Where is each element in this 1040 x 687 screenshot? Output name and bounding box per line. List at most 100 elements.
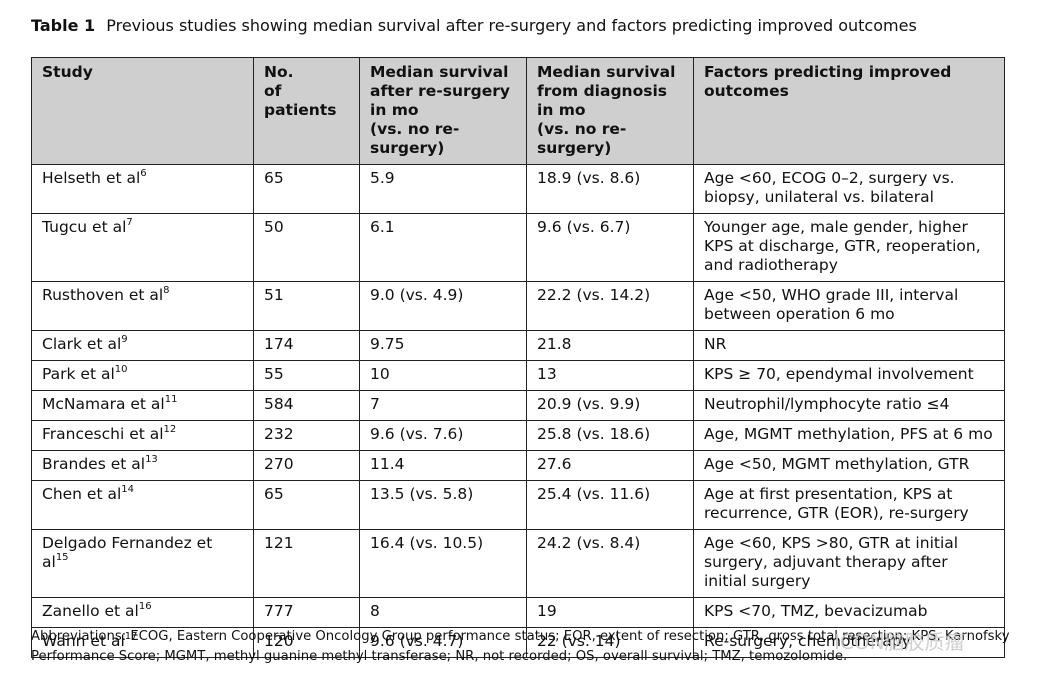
cell-study: Park et al10	[31, 360, 254, 391]
reference-number: 16	[138, 600, 152, 612]
table-row: Chen et al14 65 13.5 (vs. 5.8) 25.4 (vs. 11…	[31, 480, 1005, 530]
cell-study: Franceschi et al12	[31, 420, 254, 451]
cell-study: Helseth et al6	[31, 164, 254, 214]
table-row: Helseth et al6 65 5.9 18.9 (vs. 8.6) Age <60…	[31, 164, 1005, 214]
cell-survival-after: 9.6 (vs. 7.6)	[359, 420, 527, 451]
cell-study: Chen et al14	[31, 480, 254, 530]
header-factors: Factors predicting improved outcomes	[693, 57, 1005, 165]
cell-survival-diagnosis: 9.6 (vs. 6.7)	[526, 213, 694, 282]
cell-patients: 120	[253, 627, 360, 658]
cell-survival-after: 16.4 (vs. 10.5)	[359, 529, 527, 598]
study-name: Tugcu et al	[42, 218, 127, 236]
table-row: Franceschi et al12 232 9.6 (vs. 7.6) 25.8 (…	[31, 420, 1005, 451]
cell-survival-diagnosis: 25.8 (vs. 18.6)	[526, 420, 694, 451]
cell-patients: 584	[253, 390, 360, 421]
header-survival-after-resurgery: Median survival after re-surgery in mo (…	[359, 57, 527, 165]
cell-study: McNamara et al11	[31, 390, 254, 421]
cell-study: Tugcu et al7	[31, 213, 254, 282]
study-name: Franceschi et al	[42, 425, 164, 443]
reference-number: 15	[55, 551, 69, 563]
reference-number: 12	[163, 423, 177, 435]
table-body: Helseth et al6 65 5.9 18.9 (vs. 8.6) Age <60…	[31, 164, 1005, 658]
reference-number: 13	[145, 453, 158, 465]
cell-study: Delgado Fernandez et al15	[31, 529, 254, 598]
table-row: Wann et al17 120 9.6 (vs. 4.7) 22 (vs. 14) R…	[31, 627, 1005, 658]
cell-survival-after: 10	[359, 360, 527, 391]
cell-study: Rusthoven et al8	[31, 281, 254, 331]
header-survival-from-diagnosis: Median survival from diagnosis in mo (vs…	[526, 57, 694, 165]
study-name: Delgado Fernandez et al	[42, 534, 213, 571]
cell-factors: Age, MGMT methylation, PFS at 6 mo	[693, 420, 1005, 451]
table-row: Zanello et al16 777 8 19 KPS <70, TMZ, bevac…	[31, 597, 1005, 628]
cell-study: Clark et al9	[31, 330, 254, 361]
cell-survival-after: 9.6 (vs. 4.7)	[359, 627, 527, 658]
header-study: Study	[31, 57, 254, 165]
cell-patients: 270	[253, 450, 360, 481]
cell-study: Zanello et al16	[31, 597, 254, 628]
cell-survival-after: 9.0 (vs. 4.9)	[359, 281, 527, 331]
cell-survival-diagnosis: 24.2 (vs. 8.4)	[526, 529, 694, 598]
cell-factors: Younger age, male gender, higher KPS at …	[693, 213, 1005, 282]
reference-number: 11	[164, 393, 178, 405]
reference-number: 7	[126, 216, 133, 228]
cell-survival-after: 8	[359, 597, 527, 628]
table-row: Park et al10 55 10 13 KPS ≥ 70, ependymal in…	[31, 360, 1005, 391]
cell-survival-diagnosis: 27.6	[526, 450, 694, 481]
cell-survival-after: 5.9	[359, 164, 527, 214]
cell-survival-after: 11.4	[359, 450, 527, 481]
study-name: Park et al	[42, 365, 115, 383]
cell-survival-diagnosis: 20.9 (vs. 9.9)	[526, 390, 694, 421]
cell-patients: 65	[253, 480, 360, 530]
cell-survival-after: 9.75	[359, 330, 527, 361]
study-name: Chen et al	[42, 485, 122, 503]
table-row: McNamara et al11 584 7 20.9 (vs. 9.9) Neutro…	[31, 390, 1005, 421]
cell-factors: NR	[693, 330, 1005, 361]
table-row: Brandes et al13 270 11.4 27.6 Age <50, MGMT …	[31, 450, 1005, 481]
cell-survival-diagnosis: 22 (vs. 14)	[526, 627, 694, 658]
cell-survival-diagnosis: 18.9 (vs. 8.6)	[526, 164, 694, 214]
cell-study: Wann et al17	[31, 627, 254, 658]
cell-survival-after: 13.5 (vs. 5.8)	[359, 480, 527, 530]
study-name: Zanello et al	[42, 602, 139, 620]
cell-survival-after: 6.1	[359, 213, 527, 282]
cell-factors: KPS ≥ 70, ependymal involvement	[693, 360, 1005, 391]
table-caption: Table 1 Previous studies showing median …	[31, 16, 917, 35]
cell-survival-diagnosis: 13	[526, 360, 694, 391]
cell-factors: Neutrophil/lymphocyte ratio ≤4	[693, 390, 1005, 421]
table-caption-text: Previous studies showing median survival…	[106, 16, 917, 35]
cell-survival-diagnosis: 25.4 (vs. 11.6)	[526, 480, 694, 530]
studies-table: Study No. of patients Median survival af…	[31, 57, 1005, 658]
cell-survival-diagnosis: 22.2 (vs. 14.2)	[526, 281, 694, 331]
cell-patients: 121	[253, 529, 360, 598]
cell-factors: Age <50, WHO grade III, interval between…	[693, 281, 1005, 331]
reference-number: 10	[114, 363, 128, 375]
reference-number: 9	[121, 333, 128, 345]
cell-factors: Age <60, ECOG 0–2, surgery vs. biopsy, u…	[693, 164, 1005, 214]
study-name: Wann et al	[42, 632, 125, 650]
cell-patients: 174	[253, 330, 360, 361]
study-name: Helseth et al	[42, 169, 141, 187]
table-row: Delgado Fernandez et al15 121 16.4 (vs. 10…	[31, 529, 1005, 598]
header-patients: No. of patients	[253, 57, 360, 165]
table-label: Table 1	[31, 16, 96, 35]
cell-survival-after: 7	[359, 390, 527, 421]
study-name: Clark et al	[42, 335, 122, 353]
cell-survival-diagnosis: 19	[526, 597, 694, 628]
reference-number: 6	[140, 167, 147, 179]
study-name: McNamara et al	[42, 395, 165, 413]
cell-factors: Age <60, KPS >80, GTR at initial surgery…	[693, 529, 1005, 598]
cell-patients: 51	[253, 281, 360, 331]
cell-study: Brandes et al13	[31, 450, 254, 481]
cell-patients: 232	[253, 420, 360, 451]
cell-patients: 50	[253, 213, 360, 282]
study-name: Brandes et al	[42, 455, 146, 473]
cell-factors: KPS <70, TMZ, bevacizumab	[693, 597, 1005, 628]
table-header-row: Study No. of patients Median survival af…	[31, 57, 1005, 165]
reference-number: 17	[124, 630, 138, 642]
cell-factors: Age at first presentation, KPS at recurr…	[693, 480, 1005, 530]
table-row: Tugcu et al7 50 6.1 9.6 (vs. 6.7) Younger ag…	[31, 213, 1005, 282]
abbreviations-footnote: Abbreviations: ECOG, Eastern Cooperative…	[31, 629, 1010, 664]
cell-factors: Age <50, MGMT methylation, GTR	[693, 450, 1005, 481]
watermark: ICON脑胶质瘤	[834, 630, 965, 654]
study-name: Rusthoven et al	[42, 286, 164, 304]
